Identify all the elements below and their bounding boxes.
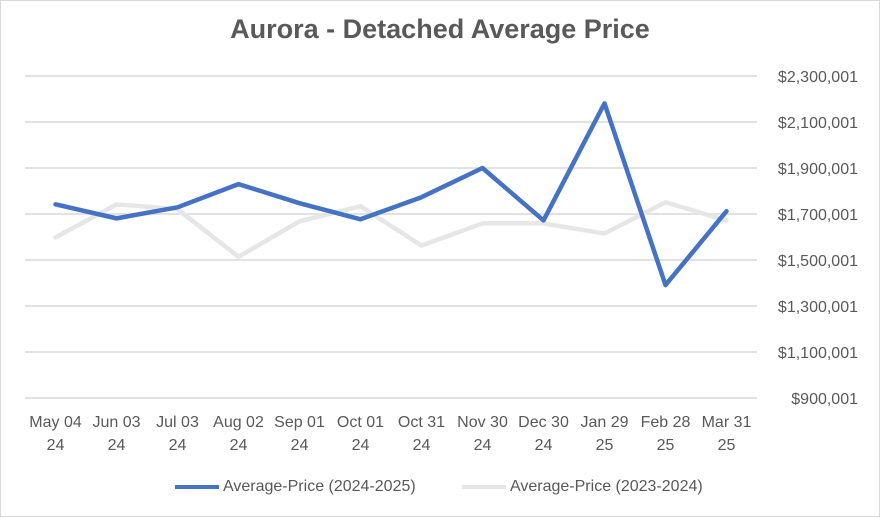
- x-tick-label: Oct 01: [337, 414, 384, 431]
- x-tick-label: Mar 31: [702, 414, 752, 431]
- y-tick-label: $1,500,001: [778, 253, 858, 270]
- chart-title: Aurora - Detached Average Price: [230, 14, 650, 44]
- x-tick-label: 24: [291, 437, 309, 454]
- x-tick-label: 24: [474, 437, 492, 454]
- y-tick-label: $1,100,001: [778, 345, 858, 362]
- x-tick-label: 25: [718, 437, 736, 454]
- y-tick-label: $2,100,001: [778, 115, 858, 132]
- x-tick-label: Feb 28: [641, 414, 691, 431]
- x-tick-label: Jan 29: [580, 414, 628, 431]
- legend-swatch: [462, 485, 506, 489]
- x-tick-label: 24: [352, 437, 370, 454]
- legend-swatch: [175, 485, 219, 489]
- x-tick-label: May 04: [29, 414, 82, 431]
- x-tick-label: 25: [596, 437, 614, 454]
- series-line-0: [53, 101, 729, 288]
- legend-label: Average-Price (2024-2025): [223, 478, 416, 495]
- y-tick-label: $1,900,001: [778, 161, 858, 178]
- y-tick-label: $1,300,001: [778, 299, 858, 316]
- x-tick-label: 24: [230, 437, 248, 454]
- y-tick-label: $1,700,001: [778, 207, 858, 224]
- x-tick-label: Nov 30: [457, 414, 508, 431]
- y-tick-label: $2,300,001: [778, 69, 858, 86]
- x-tick-label: Dec 30: [518, 414, 569, 431]
- x-tick-label: 25: [657, 437, 675, 454]
- x-tick-label: Oct 31: [398, 414, 445, 431]
- x-tick-label: 24: [535, 437, 553, 454]
- x-tick-label: 24: [413, 437, 431, 454]
- x-tick-label: 24: [47, 437, 65, 454]
- x-tick-label: Aug 02: [213, 414, 264, 431]
- x-tick-label: 24: [169, 437, 187, 454]
- legend-item-2024-2025: Average-Price (2024-2025): [175, 478, 416, 496]
- x-tick-label: Sep 01: [274, 414, 325, 431]
- y-tick-label: $900,001: [791, 391, 858, 408]
- legend-label: Average-Price (2023-2024): [510, 478, 703, 495]
- legend-item-2023-2024: Average-Price (2023-2024): [462, 478, 703, 496]
- x-tick-label: Jun 03: [92, 414, 140, 431]
- x-tick-label: 24: [108, 437, 126, 454]
- x-tick-label: Jul 03: [156, 414, 199, 431]
